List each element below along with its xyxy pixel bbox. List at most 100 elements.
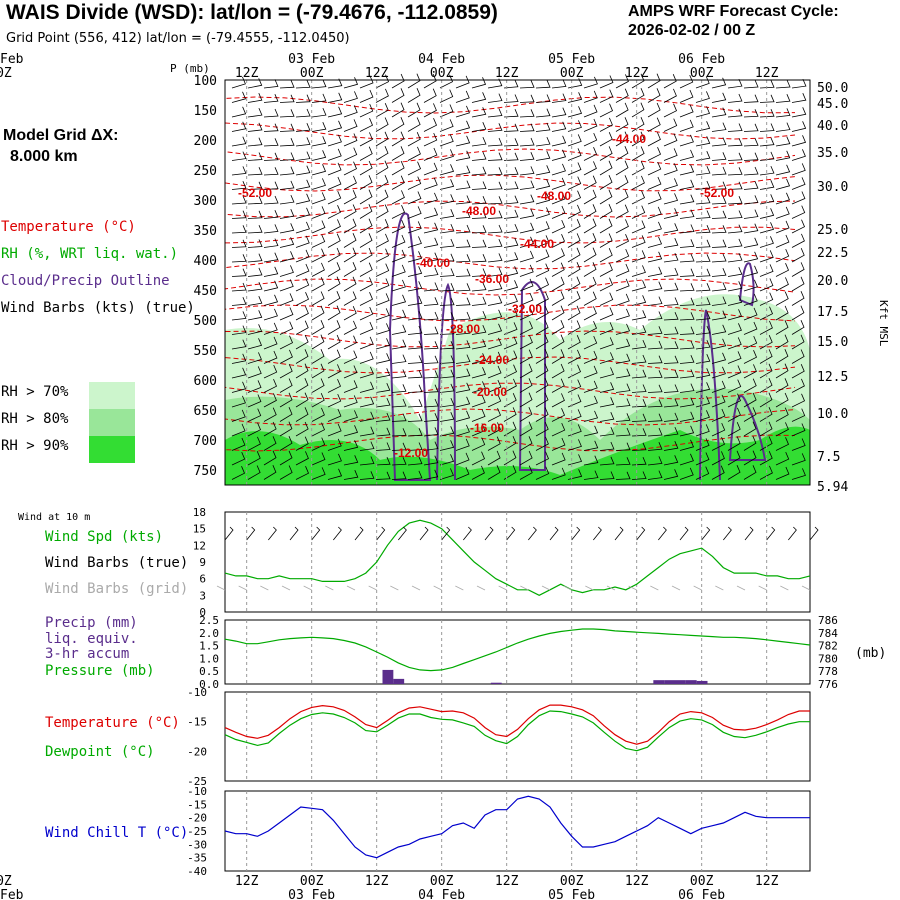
height-tick-label: 35.0 [817, 146, 848, 161]
wind-barb [567, 92, 583, 103]
wind-barb [343, 410, 358, 422]
bottom-date-label: 07 Feb [0, 888, 24, 900]
wind-barb [439, 134, 454, 147]
wind-barb [647, 384, 663, 393]
wind-barb [391, 369, 407, 379]
wind-barb [295, 378, 309, 393]
wind-barb [279, 251, 295, 263]
wind-barb [567, 394, 582, 408]
wind-barb [471, 181, 487, 190]
wind-barb [535, 94, 551, 103]
temperature-contour-label: -40.00 [416, 256, 450, 270]
wind-barb-grid [628, 585, 637, 591]
wind-barb-true [679, 526, 689, 541]
height-axis-label: Kft MSL [877, 300, 890, 347]
wind-barb [615, 293, 630, 306]
wind-barb [455, 311, 471, 321]
wind-barb-true [658, 526, 667, 541]
wind-barb-true [506, 526, 516, 541]
wind-barb [647, 236, 663, 248]
wind-barb [503, 465, 517, 480]
wind-barb [231, 423, 246, 437]
wind-barb [247, 366, 262, 379]
y-tick-label: -20 [187, 745, 207, 758]
wind-barb [727, 465, 741, 480]
wind-barb [279, 279, 294, 292]
wind-barb [791, 93, 807, 103]
wind-barb [743, 450, 757, 466]
wind-barb [551, 408, 566, 422]
wind-barb [743, 378, 757, 393]
wind-barb [247, 181, 263, 190]
wind-barb [327, 349, 341, 364]
wind-barb [247, 296, 263, 306]
wind-barb [519, 465, 533, 480]
wind-barb [407, 117, 421, 132]
wind-barb-true [311, 526, 321, 541]
wind-barb [663, 282, 679, 292]
wind-barb [391, 131, 405, 147]
wind-barb [711, 268, 727, 277]
wind-barb [743, 251, 759, 263]
wind-barb [551, 163, 566, 176]
wind-barb [375, 204, 389, 219]
wind-barb [231, 121, 247, 132]
wind-barb [535, 466, 550, 480]
wind-barb [551, 121, 567, 132]
wind-barb [423, 441, 439, 451]
wind-barb [711, 310, 727, 321]
wind-barb [743, 321, 758, 335]
wind-barb [711, 253, 727, 263]
wind-barb [263, 308, 278, 321]
wind-barb-true [636, 526, 646, 541]
wind-barb [375, 442, 391, 451]
wind-barb [423, 370, 439, 379]
wind-barb [647, 470, 663, 480]
wind-barb [711, 137, 727, 147]
wind-barb [231, 210, 247, 219]
wind-barb [631, 161, 645, 176]
wind-barb [727, 379, 742, 393]
temperature-contour [224, 148, 796, 166]
wind-barb [295, 235, 310, 248]
wind-barb [567, 78, 583, 89]
wind-barb [615, 248, 630, 263]
wind-barb [391, 309, 407, 321]
wind-barb [663, 326, 679, 335]
wind-barb [791, 378, 805, 393]
wind-barb [583, 365, 598, 379]
wind-barb [711, 181, 727, 190]
wind-barb [327, 205, 342, 219]
wind-barb [247, 352, 262, 364]
wind-barb [423, 297, 439, 306]
wind-barb [759, 306, 774, 321]
wind-barb [359, 204, 373, 219]
wind-barb [311, 248, 326, 263]
wind-barb [487, 108, 503, 118]
top-time-label: 12Z [495, 66, 519, 81]
wind-barb [407, 281, 423, 292]
wind-barb [743, 123, 759, 132]
wind-barb [439, 149, 454, 161]
wind-barb [743, 152, 759, 161]
wind-barb [535, 235, 550, 248]
wind-barb [311, 467, 326, 480]
wind-barb [359, 218, 373, 234]
wind-barb [295, 306, 309, 321]
wind-barb [567, 424, 582, 437]
wind-barb [711, 210, 727, 219]
wind-barb [359, 146, 373, 161]
wind-barb [647, 221, 662, 234]
wind-barb [711, 437, 726, 451]
wind-barb-true [766, 526, 776, 541]
temperature-contour [224, 278, 796, 296]
legend-wind-barbs: Wind Barbs (kts) (true) [1, 300, 195, 316]
wind-barb [295, 421, 309, 437]
precip-bar [490, 682, 502, 684]
wind-barb [791, 205, 806, 219]
wind-barb [295, 436, 309, 451]
wind-barb [279, 321, 294, 335]
wind-barb [503, 138, 519, 147]
wind-barb [343, 233, 357, 248]
wind-barb [471, 381, 486, 393]
